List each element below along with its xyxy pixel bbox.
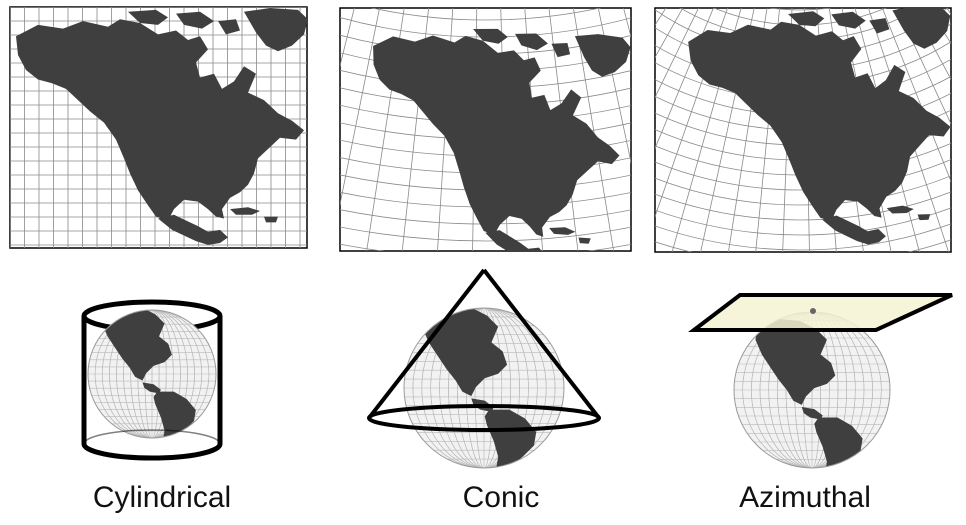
label-conic: Conic: [462, 481, 540, 514]
cylinder-globe: [81, 299, 223, 461]
conic-map: [339, 7, 632, 252]
cone-globe: [367, 268, 601, 469]
label-cylindrical: Cylindrical: [92, 481, 232, 514]
azimuthal-map: [654, 7, 952, 253]
cylindrical-map: [9, 6, 308, 249]
plane-globe: [688, 293, 953, 469]
label-azimuthal: Azimuthal: [739, 481, 871, 514]
